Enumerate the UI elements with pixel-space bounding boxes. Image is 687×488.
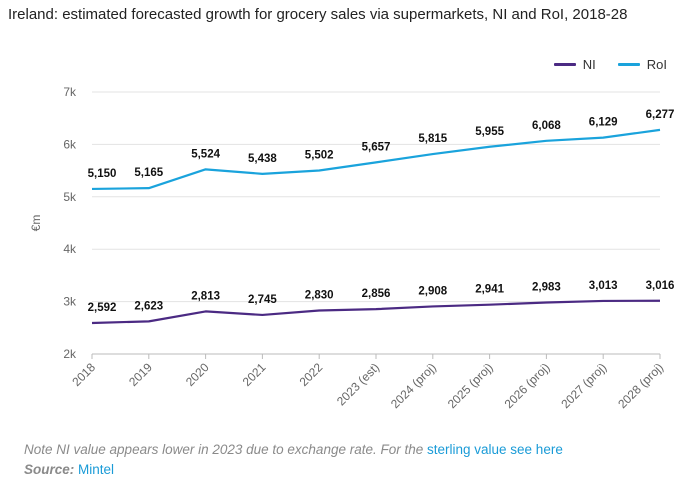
data-label-roi: 6,277 bbox=[646, 109, 675, 121]
data-label-roi: 5,657 bbox=[362, 141, 391, 153]
legend-swatch-roi bbox=[617, 63, 640, 66]
data-label-ni: 2,941 bbox=[475, 284, 504, 296]
sterling-value-link[interactable]: sterling value see here bbox=[427, 442, 563, 457]
data-label-roi: 5,524 bbox=[191, 148, 220, 160]
data-label-roi: 5,438 bbox=[248, 153, 277, 165]
data-label-roi: 6,129 bbox=[589, 117, 618, 129]
x-tick-label: 2024 (proj) bbox=[388, 360, 439, 411]
data-label-ni: 3,016 bbox=[646, 280, 675, 292]
legend-item-roi: RoI bbox=[617, 57, 667, 72]
x-tick-label: 2023 (est) bbox=[334, 360, 382, 408]
chart-title: Ireland: estimated forecasted growth for… bbox=[8, 6, 628, 23]
x-tick-label: 2018 bbox=[69, 360, 98, 389]
data-label-ni: 2,908 bbox=[418, 285, 447, 297]
legend-label-roi: RoI bbox=[646, 57, 667, 72]
series-line-roi bbox=[91, 128, 661, 191]
x-tick-label: 2027 (proj) bbox=[558, 360, 609, 411]
chart-source: Source: Mintel bbox=[24, 462, 114, 477]
legend-item-ni: NI bbox=[553, 57, 596, 72]
data-label-ni: 2,983 bbox=[532, 281, 561, 293]
y-tick-label: 5k bbox=[63, 190, 77, 204]
source-link[interactable]: Mintel bbox=[78, 462, 115, 477]
series-line-ni bbox=[91, 299, 661, 325]
data-label-ni: 2,830 bbox=[305, 290, 334, 302]
y-tick-label: 2k bbox=[63, 347, 77, 361]
line-chart: 2k 3k 4k 5k 6k 7k €m 2018 2019 2020 2021 2022 2023 (… bbox=[29, 85, 675, 411]
data-label-ni: 2,623 bbox=[134, 300, 163, 312]
data-label-roi: 6,068 bbox=[532, 120, 561, 132]
y-tick-label: 3k bbox=[63, 295, 77, 309]
data-label-ni: 3,013 bbox=[589, 280, 618, 292]
chart-note: Note NI value appears lower in 2023 due … bbox=[24, 442, 563, 457]
legend-swatch-ni bbox=[553, 63, 576, 66]
x-tick-label: 2022 bbox=[297, 360, 326, 389]
data-label-roi: 5,502 bbox=[305, 149, 334, 161]
x-tick-label: 2019 bbox=[126, 360, 155, 389]
x-tick-label: 2021 bbox=[240, 360, 269, 389]
data-label-ni: 2,592 bbox=[88, 302, 117, 314]
x-tick-label: 2028 (proj) bbox=[615, 360, 666, 411]
x-tick-label: 2026 (proj) bbox=[502, 360, 553, 411]
data-label-ni: 2,856 bbox=[362, 288, 391, 300]
legend-label-ni: NI bbox=[582, 57, 596, 72]
y-tick-label: 7k bbox=[63, 85, 77, 99]
data-label-roi: 5,165 bbox=[134, 167, 163, 179]
y-tick-label: 4k bbox=[63, 242, 77, 256]
y-tick-label: 6k bbox=[63, 137, 77, 151]
data-label-ni: 2,745 bbox=[248, 294, 277, 306]
x-tick-label: 2020 bbox=[183, 360, 212, 389]
chart-legend: NI RoI bbox=[553, 57, 667, 72]
y-axis-label: €m bbox=[29, 215, 43, 232]
note-text: Note NI value appears lower in 2023 due … bbox=[24, 442, 427, 457]
source-label: Source: bbox=[24, 462, 75, 477]
data-label-roi: 5,150 bbox=[88, 168, 117, 180]
data-label-roi: 5,815 bbox=[418, 133, 447, 145]
data-label-roi: 5,955 bbox=[475, 126, 504, 138]
x-tick-label: 2025 (proj) bbox=[445, 360, 496, 411]
data-label-ni: 2,813 bbox=[191, 290, 220, 302]
